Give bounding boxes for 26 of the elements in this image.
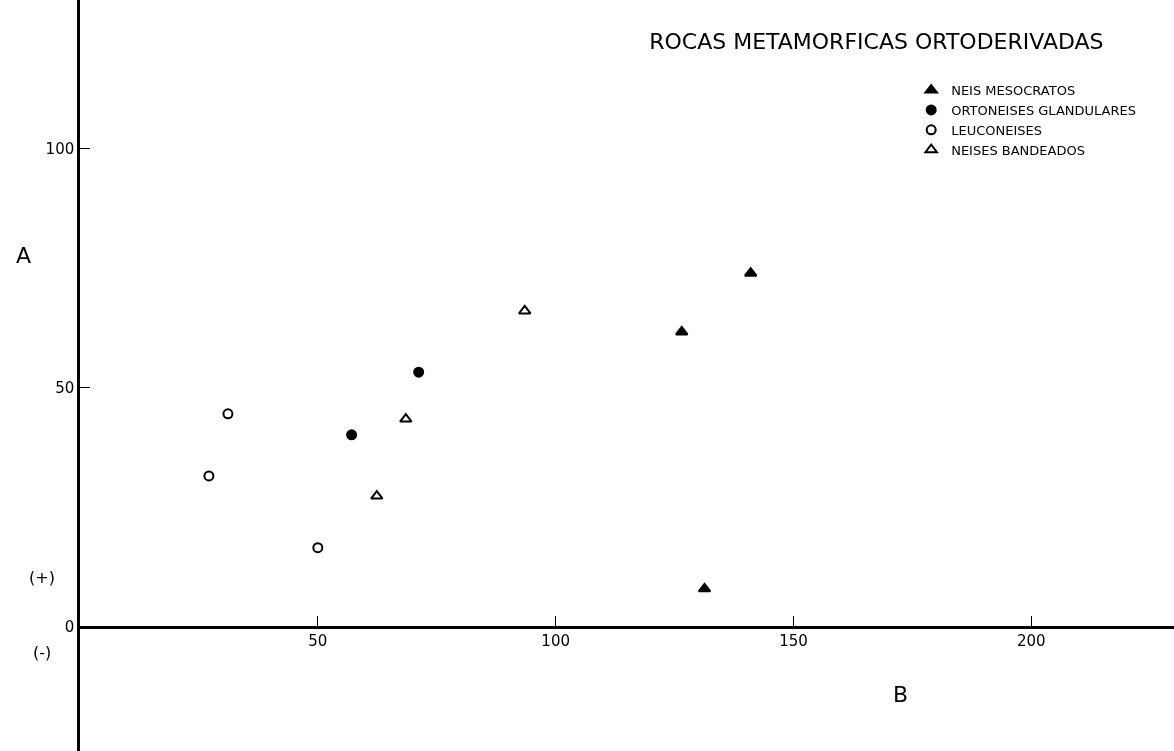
text: ROCAS METAMORFICAS ORTODERIVADAS (649, 29, 1104, 55)
x-tick-label: 150 (779, 632, 808, 651)
x-axis-title: B (893, 682, 909, 707)
point (674, 325, 689, 336)
point (222, 408, 234, 420)
x-tick-label: 100 (541, 632, 570, 651)
y-tick-label: 0 (64, 617, 75, 636)
point (413, 366, 425, 378)
point (370, 490, 384, 500)
legend-label: NEISES BANDEADOS (951, 142, 1085, 158)
text: (-) (33, 643, 52, 662)
x-tick-label: 50 (308, 632, 328, 651)
y-axis-title: A (16, 243, 32, 268)
point (203, 470, 215, 482)
point (697, 582, 712, 593)
legend-label: NEIS MESOCRATOS (951, 83, 1076, 99)
point (312, 542, 324, 554)
legend-label: LEUCONEISES (951, 122, 1042, 138)
text: (+) (29, 568, 55, 587)
point (399, 413, 413, 423)
y-tick-label: 50 (55, 378, 75, 397)
legend-label: ORTONEISES GLANDULARES (951, 103, 1136, 119)
x-tick-label: 200 (1016, 632, 1046, 651)
point (517, 304, 532, 315)
y-tick-label: 100 (45, 139, 75, 158)
point (346, 429, 358, 441)
